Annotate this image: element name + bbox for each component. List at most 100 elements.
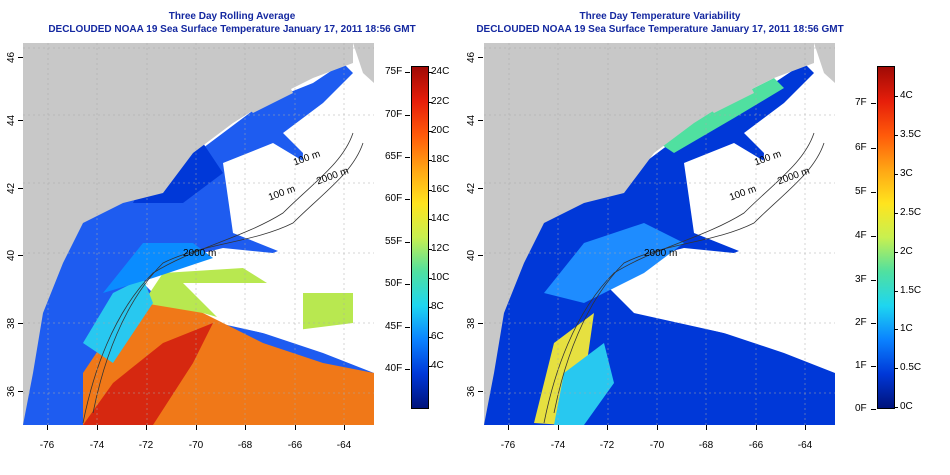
- colorbar-c-label: 1C: [900, 323, 913, 334]
- x-tick-label: -74: [89, 440, 105, 451]
- axis-tick: [405, 242, 410, 243]
- y-tick-label: 44: [466, 114, 477, 126]
- colorbar-f-label: 4F: [855, 230, 867, 241]
- x-tick-label: -68: [698, 440, 714, 451]
- colorbar-f-label: 5F: [855, 186, 867, 197]
- y-tick-label: 36: [6, 385, 17, 397]
- y-tick-label: 36: [466, 385, 477, 397]
- axis-tick: [428, 102, 432, 103]
- axis-tick: [558, 425, 559, 430]
- axis-tick: [428, 249, 432, 250]
- axis-tick: [478, 391, 483, 392]
- axis-tick: [871, 103, 876, 104]
- axis-tick: [18, 120, 23, 121]
- axis-tick: [428, 190, 432, 191]
- x-tick-label: -64: [797, 440, 813, 451]
- axis-tick: [871, 323, 876, 324]
- y-tick-label: 42: [6, 182, 17, 194]
- left-sst-map: 100 m 2000 m 100 m 2000 m: [23, 43, 374, 425]
- colorbar-c-label: 24C: [431, 66, 450, 77]
- axis-tick: [871, 409, 876, 410]
- colorbar-f-label: 6F: [855, 142, 867, 153]
- colorbar-f-label: 40F: [385, 363, 403, 374]
- right-subtitle: DECLOUDED NOAA 19 Sea Surface Temperatur…: [476, 24, 844, 35]
- axis-tick: [428, 160, 432, 161]
- y-tick-label: 38: [6, 317, 17, 329]
- colorbar-f-label: 65F: [385, 151, 403, 162]
- colorbar-c-label: 10C: [431, 272, 450, 283]
- axis-tick: [428, 307, 432, 308]
- axis-tick: [657, 425, 658, 430]
- colorbar-c-label: 3.5C: [900, 129, 922, 140]
- right-map-title: Three Day Temperature Variability DECLOU…: [470, 10, 850, 36]
- colorbar-c-label: 12C: [431, 243, 450, 254]
- colorbar-c-label: 0C: [900, 401, 913, 412]
- axis-tick: [295, 425, 296, 430]
- axis-tick: [894, 291, 898, 292]
- axis-tick: [428, 366, 432, 367]
- colorbar-f-label: 50F: [385, 278, 403, 289]
- right-title: Three Day Temperature Variability: [579, 11, 741, 22]
- axis-tick: [706, 425, 707, 430]
- axis-tick: [344, 425, 345, 430]
- axis-tick: [894, 213, 898, 214]
- axis-tick: [405, 157, 410, 158]
- axis-tick: [894, 135, 898, 136]
- colorbar-c-label: 2.5C: [900, 207, 922, 218]
- x-tick-label: -64: [336, 440, 352, 451]
- axis-tick: [245, 425, 246, 430]
- x-tick-label: -70: [188, 440, 204, 451]
- colorbar-c-label: 4C: [431, 360, 444, 371]
- colorbar-c-label: 20C: [431, 125, 450, 136]
- axis-tick: [478, 57, 483, 58]
- colorbar-f-label: 45F: [385, 321, 403, 332]
- x-tick-label: -72: [599, 440, 615, 451]
- x-tick-label: -66: [287, 440, 303, 451]
- y-tick-label: 44: [6, 114, 17, 126]
- axis-tick: [756, 425, 757, 430]
- y-tick-label: 46: [466, 51, 477, 63]
- x-tick-label: -68: [237, 440, 253, 451]
- right-colorbar: [877, 66, 895, 409]
- axis-tick: [508, 425, 509, 430]
- x-tick-label: -72: [138, 440, 154, 451]
- right-variability-map: 100 m 2000 m 100 m 2000 m: [484, 43, 835, 425]
- axis-tick: [894, 174, 898, 175]
- colorbar-f-label: 7F: [855, 97, 867, 108]
- colorbar-c-label: 14C: [431, 213, 450, 224]
- axis-tick: [871, 280, 876, 281]
- x-tick-label: -70: [649, 440, 665, 451]
- axis-tick: [428, 72, 432, 73]
- contour-label: 2000 m: [644, 248, 678, 259]
- axis-tick: [405, 369, 410, 370]
- axis-tick: [405, 199, 410, 200]
- colorbar-f-label: 2F: [855, 317, 867, 328]
- axis-tick: [607, 425, 608, 430]
- x-tick-label: -74: [550, 440, 566, 451]
- axis-tick: [18, 188, 23, 189]
- y-tick-label: 38: [466, 317, 477, 329]
- left-colorbar: [411, 66, 429, 409]
- axis-tick: [146, 425, 147, 430]
- y-tick-label: 46: [6, 51, 17, 63]
- axis-tick: [405, 72, 410, 73]
- axis-tick: [18, 255, 23, 256]
- axis-tick: [405, 327, 410, 328]
- colorbar-c-label: 1.5C: [900, 285, 922, 296]
- axis-tick: [428, 219, 432, 220]
- colorbar-f-label: 60F: [385, 193, 403, 204]
- colorbar-c-label: 18C: [431, 154, 450, 165]
- colorbar-f-label: 0F: [855, 403, 867, 414]
- axis-tick: [894, 368, 898, 369]
- colorbar-f-label: 75F: [385, 66, 403, 77]
- contour-label: 2000 m: [183, 248, 217, 259]
- axis-tick: [871, 236, 876, 237]
- axis-tick: [97, 425, 98, 430]
- colorbar-c-label: 16C: [431, 184, 450, 195]
- axis-tick: [478, 255, 483, 256]
- axis-tick: [871, 148, 876, 149]
- x-tick-label: -76: [39, 440, 55, 451]
- axis-tick: [805, 425, 806, 430]
- y-tick-label: 40: [6, 249, 17, 261]
- axis-tick: [428, 278, 432, 279]
